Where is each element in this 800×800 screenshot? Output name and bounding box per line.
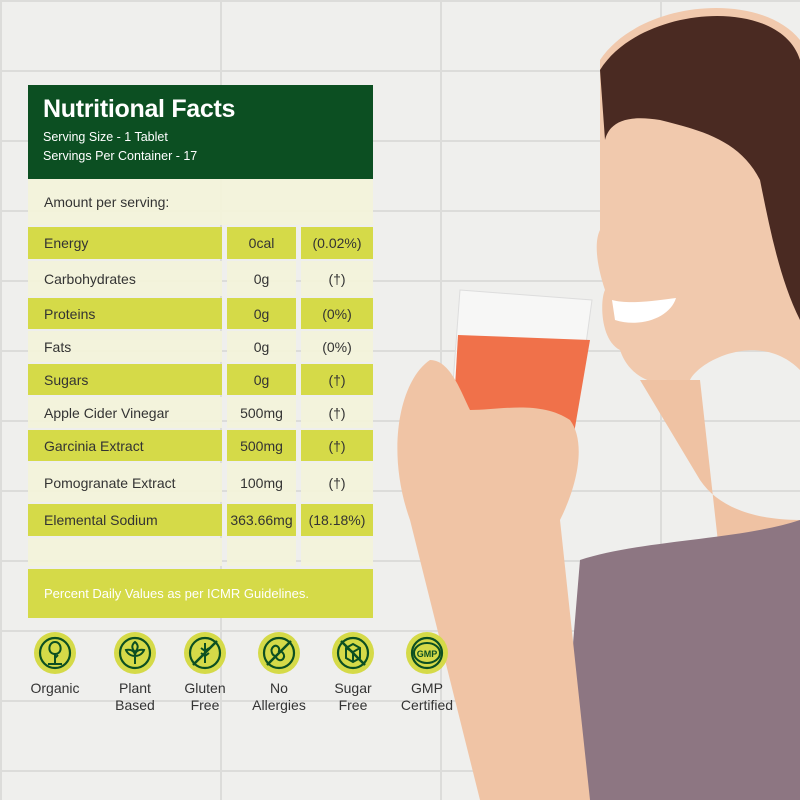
nutrient-daily-value: (0%) — [301, 331, 373, 362]
nutrient-row: Fats 0g (0%) — [28, 331, 373, 362]
badge-label-line1: Gluten — [184, 680, 226, 696]
nutrient-row: Elemental Sodium 363.66mg (18.18%) — [28, 504, 373, 536]
nutrient-name: Pomogranate Extract — [28, 463, 222, 502]
leaf-icon — [114, 632, 156, 674]
panel-footer-note: Percent Daily Values as per ICMR Guideli… — [28, 569, 373, 618]
badge-label-line1: Plant — [119, 680, 151, 696]
woman-drinking-photo — [397, 7, 800, 800]
badge-gluten: Gluten Free — [170, 632, 240, 714]
badge-sugar: Sugar Free — [318, 632, 388, 714]
no-sugar-cube-icon — [332, 632, 374, 674]
nutrient-amount: 0g — [227, 261, 296, 296]
badge-label-line1: GMP — [411, 680, 443, 696]
nutrient-amount: 0g — [227, 298, 296, 329]
nutrient-name: Garcinia Extract — [28, 430, 222, 461]
no-wheat-icon — [184, 632, 226, 674]
gmp-icon: GMP — [406, 632, 448, 674]
nutrient-name: Fats — [28, 331, 222, 362]
nutrient-row: Carbohydrates 0g (†) — [28, 261, 373, 296]
badge-no: No Allergies — [244, 632, 314, 714]
nutrition-facts-panel: Nutritional Facts Serving Size - 1 Table… — [28, 85, 373, 618]
nutrient-daily-value: (18.18%) — [301, 504, 373, 536]
badge-label-line2: Certified — [400, 697, 454, 713]
panel-title: Nutritional Facts — [43, 95, 236, 123]
servings-per-container: Servings Per Container - 17 — [43, 149, 198, 163]
nutrient-name: Carbohydrates — [28, 261, 222, 296]
nutrient-row: Pomogranate Extract 100mg (†) — [28, 463, 373, 502]
empty-row — [28, 538, 373, 566]
badge-label-line2: Free — [338, 697, 368, 713]
badge-label-line2: Based — [115, 697, 155, 713]
nutrient-daily-value: (0%) — [301, 298, 373, 329]
nutrient-amount: 100mg — [227, 463, 296, 502]
nutrient-amount: 0g — [227, 331, 296, 362]
badge-label-line2: Allergies — [252, 697, 306, 713]
tree-icon — [34, 632, 76, 674]
badge-row: Organic Plant Based Gluten Free No Allergies Su… — [20, 632, 462, 714]
nutrient-daily-value: (†) — [301, 261, 373, 296]
nutrient-daily-value: (†) — [301, 463, 373, 502]
badge-label-line1: Sugar — [334, 680, 372, 696]
nutrient-amount: 500mg — [227, 430, 296, 461]
badge-label-line1: No — [270, 680, 288, 696]
nutrient-daily-value: (†) — [301, 397, 373, 428]
nutrient-daily-value: (†) — [301, 430, 373, 461]
nutrient-name: Apple Cider Vinegar — [28, 397, 222, 428]
badge-organic: Organic — [20, 632, 90, 714]
nutrient-name: Energy — [28, 227, 222, 259]
badge-label-line2: Free — [190, 697, 220, 713]
panel-header: Nutritional Facts Serving Size - 1 Table… — [28, 85, 373, 179]
nutrient-name: Proteins — [28, 298, 222, 329]
svg-text:GMP: GMP — [417, 649, 438, 659]
nutrient-row: Apple Cider Vinegar 500mg (†) — [28, 397, 373, 428]
serving-size: Serving Size - 1 Tablet — [43, 130, 168, 144]
nutrient-amount: 500mg — [227, 397, 296, 428]
badge-label-line1: Organic — [30, 680, 80, 696]
no-peanut-icon — [258, 632, 300, 674]
nutrient-amount: 363.66mg — [227, 504, 296, 536]
nutrient-row: Sugars 0g (†) — [28, 364, 373, 395]
nutrient-row: Energy 0cal (0.02%) — [28, 227, 373, 259]
nutrient-amount: 0g — [227, 364, 296, 395]
badge-gmp: GMP GMP Certified — [392, 632, 462, 714]
nutrient-daily-value: (†) — [301, 364, 373, 395]
badge-plant: Plant Based — [100, 632, 170, 714]
nutrient-row: Garcinia Extract 500mg (†) — [28, 430, 373, 461]
nutrient-row: Proteins 0g (0%) — [28, 298, 373, 329]
nutrient-name: Elemental Sodium — [28, 504, 222, 536]
nutrient-daily-value: (0.02%) — [301, 227, 373, 259]
nutrient-name: Sugars — [28, 364, 222, 395]
amount-per-serving-label: Amount per serving: — [28, 179, 373, 225]
nutrient-amount: 0cal — [227, 227, 296, 259]
